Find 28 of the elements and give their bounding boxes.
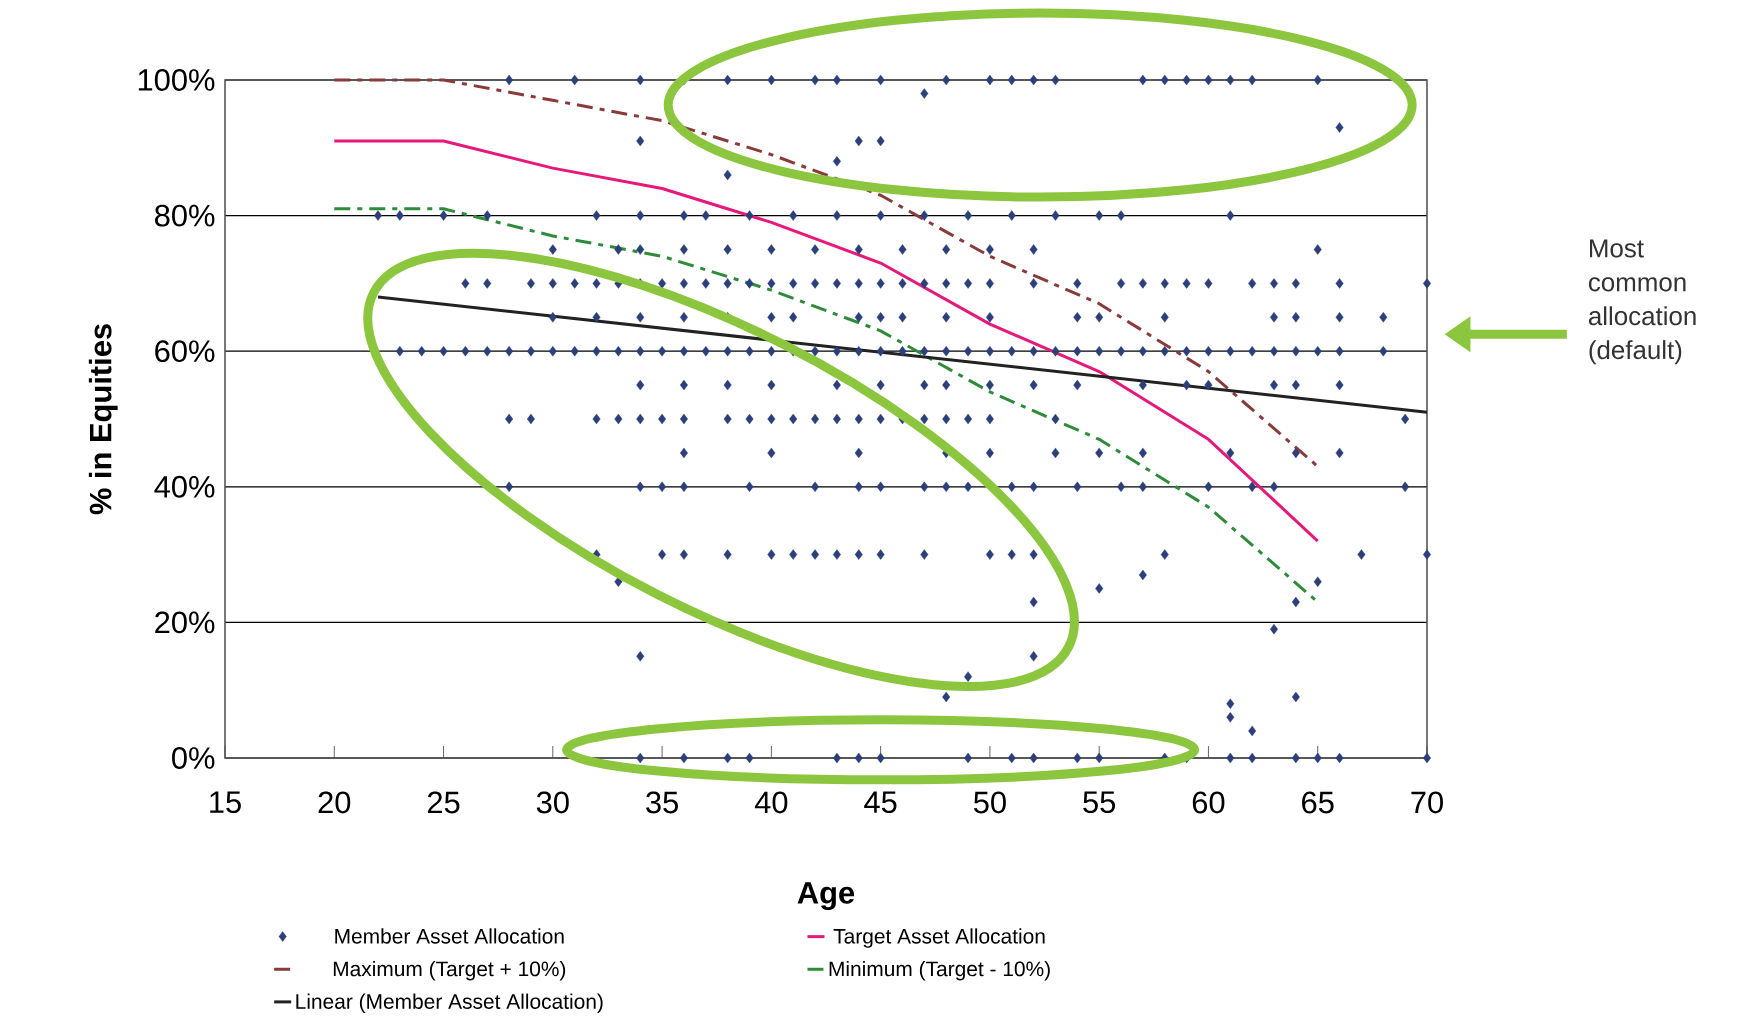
x-tick-label: 35 xyxy=(646,791,678,814)
legend-label: Maximum (Target + 10%) xyxy=(333,960,566,981)
legend-label: Linear (Member Asset Allocation) xyxy=(296,993,603,1014)
y-tick-label: 40% xyxy=(154,475,215,498)
x-tick-label: 30 xyxy=(536,791,569,814)
x-tick-label: 15 xyxy=(210,791,241,814)
y-axis-title: % in Equities xyxy=(88,324,118,515)
x-tick-label: 20 xyxy=(318,791,351,814)
y-tick-label: 60% xyxy=(155,340,215,363)
x-tick-label: 45 xyxy=(864,791,897,814)
x-tick-label: 40 xyxy=(754,791,788,814)
x-tick-label: 25 xyxy=(427,791,460,814)
x-tick-label: 55 xyxy=(1083,791,1116,814)
x-tick-label: 70 xyxy=(1411,791,1443,814)
x-tick-label: 60 xyxy=(1192,791,1225,814)
legend-label: Minimum (Target - 10%) xyxy=(829,960,1050,981)
y-tick-label: 100% xyxy=(138,69,215,91)
x-tick-label: 65 xyxy=(1302,791,1334,814)
y-tick-label: 80% xyxy=(155,204,215,227)
y-tick-label: 0% xyxy=(172,747,215,769)
legend-label: Member Asset Allocation xyxy=(335,928,564,944)
x-tick-label: 50 xyxy=(973,791,1006,814)
x-axis-title: Age xyxy=(797,882,855,911)
legend-label: Target Asset Allocation xyxy=(833,928,1045,948)
y-tick-label: 20% xyxy=(155,611,215,634)
line-series xyxy=(332,78,1320,468)
line-series xyxy=(332,139,1320,543)
text: Most common allocation (default) xyxy=(1588,239,1696,365)
